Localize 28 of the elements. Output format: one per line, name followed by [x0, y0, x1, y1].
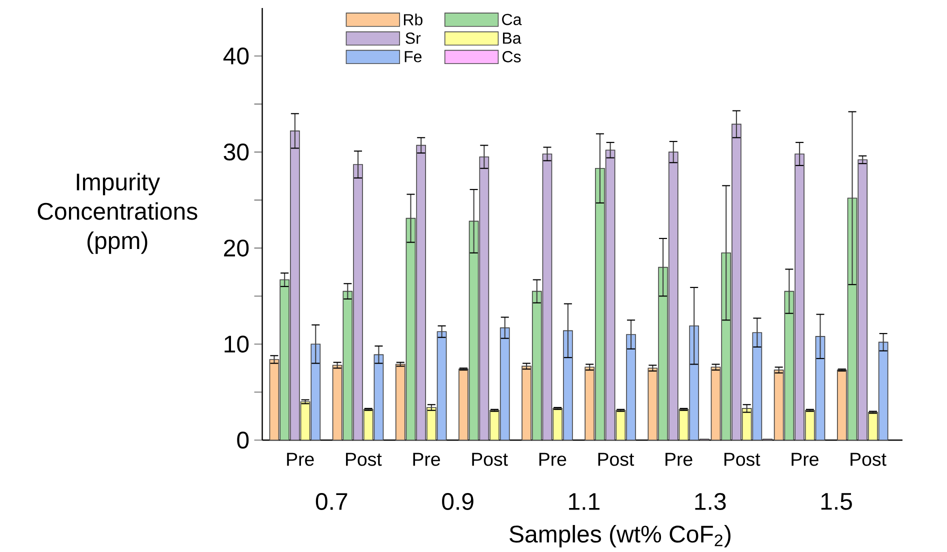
legend-label: Cs [502, 50, 521, 62]
x-tick-label: Pre [413, 452, 440, 466]
y-tick-label: 20 [224, 239, 249, 256]
y-tick-label: 0 [237, 432, 249, 449]
legend-label: Ba [503, 32, 522, 44]
x-tick-label: Post [346, 452, 382, 466]
text: 0.9 [442, 492, 474, 510]
legend-label: Sr [406, 32, 421, 44]
y-tick-label: 40 [223, 47, 249, 64]
x-tick-label: Post [598, 452, 634, 466]
y-axis-title: Impurity Concentrations (ppm) [38, 172, 198, 254]
text: 0.7 [316, 492, 348, 510]
x-tick-label: Pre [666, 452, 692, 466]
legend-label: Rb [404, 14, 422, 26]
x-tick-label: Post [850, 452, 886, 466]
x-tick-label: Post [472, 452, 508, 466]
y-tick-label: 30 [224, 143, 249, 160]
legend-label: Fe [404, 51, 422, 62]
x-tick-label: Pre [792, 452, 818, 466]
x-tick-label: Pre [539, 452, 566, 466]
text: 1.3 [695, 492, 726, 510]
text: 1.1 [569, 493, 600, 510]
text: 1.5 [821, 493, 852, 510]
legend-label: Ca [502, 14, 522, 26]
y-tick-label: 10 [224, 336, 249, 353]
x-axis-title: Samples (wt% CoF$_{2}$) [510, 524, 730, 548]
x-tick-label: Pre [287, 452, 314, 466]
x-tick-label: Post [724, 452, 760, 466]
